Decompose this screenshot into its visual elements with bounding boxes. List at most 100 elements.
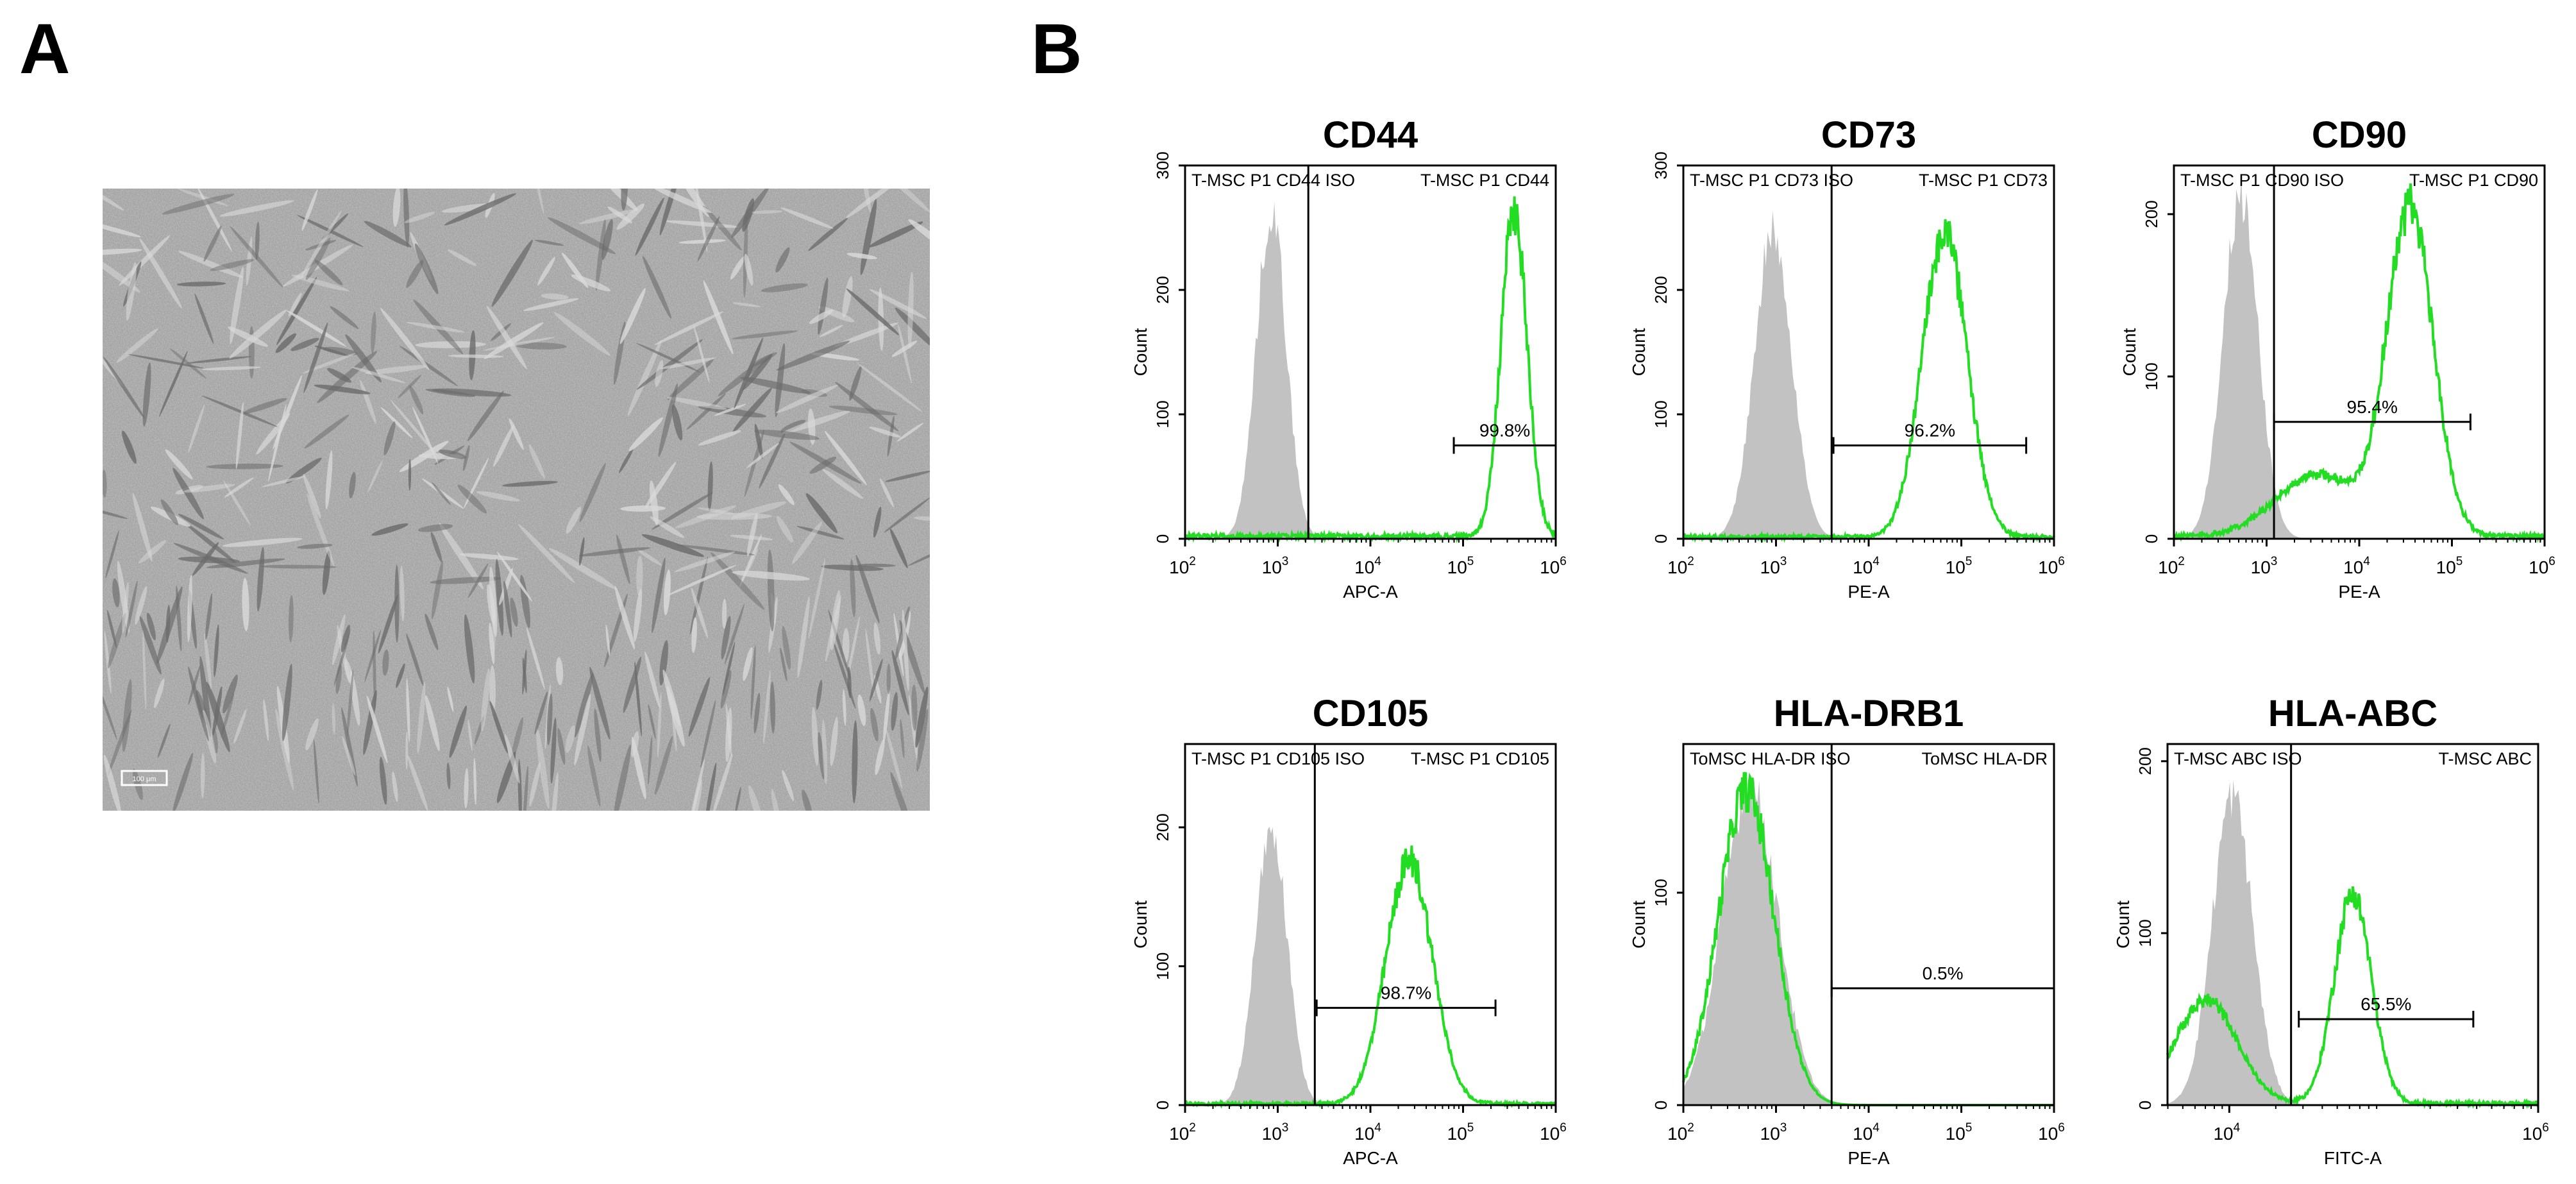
hist-cd90-xtick-label: 103 — [2251, 555, 2278, 577]
cell-shape — [301, 189, 318, 231]
cell-shape — [199, 655, 212, 738]
cell-shape — [367, 460, 383, 493]
cell-shape — [233, 709, 247, 744]
hist-cd44-xtick-label: 106 — [1540, 555, 1567, 577]
cell-shape — [122, 430, 137, 464]
cell-shape — [782, 626, 791, 670]
cell-shape — [732, 387, 772, 432]
cell-shape — [186, 356, 252, 364]
cell-shape — [287, 310, 346, 347]
hist-hla-abc-isotype-label: T-MSC ABC ISO — [2174, 749, 2302, 768]
cell-shape — [776, 516, 793, 543]
hist-cd73-ytick-label: 0 — [1651, 534, 1671, 543]
cell-shape — [655, 736, 673, 795]
cell-shape — [691, 617, 697, 653]
cell-shape — [229, 309, 287, 359]
cell-shape — [221, 693, 235, 738]
cell-shape — [235, 402, 244, 469]
hist-cd105: CD105 T-MSC P1 CD105 ISO T-MSC P1 CD105 98.… — [1131, 693, 1567, 1168]
cell-shape — [528, 444, 545, 479]
scale-bar-label: 100 μm — [133, 775, 156, 783]
hist-hla-drb1-xlabel: PE-A — [1848, 1148, 1890, 1168]
cell-shape — [732, 570, 810, 581]
cell-shape — [268, 403, 287, 482]
hist-hla-drb1-isotype-histogram — [1683, 777, 2054, 1105]
hist-hla-drb1-xtick-label: 102 — [1667, 1121, 1694, 1144]
cell-shape — [459, 553, 519, 561]
cell-shape — [914, 516, 930, 521]
cell-shape — [579, 462, 606, 523]
cell-shape — [631, 736, 646, 800]
cell-shape — [108, 613, 126, 669]
cell-shape — [169, 348, 206, 379]
cell-shape — [342, 736, 356, 776]
cell-shape — [647, 736, 653, 785]
hist-cd90-stained-histogram — [2173, 183, 2546, 543]
cell-shape — [176, 282, 226, 287]
cell-shape — [275, 709, 294, 790]
hist-hla-drb1: HLA-DRB1 ToMSC HLA-DR ISO ToMSC HLA-DR 0.5%… — [1629, 693, 2065, 1168]
cell-shape — [489, 700, 509, 754]
hist-hla-abc-stained-histogram — [2166, 886, 2539, 1110]
cell-shape — [829, 405, 898, 416]
hist-hla-abc-gate-percent: 65.5% — [2361, 994, 2411, 1014]
cell-shape — [425, 695, 440, 751]
cell-shape — [850, 559, 856, 618]
cell-shape — [467, 391, 504, 441]
cell-shape — [205, 593, 213, 640]
cell-shape — [408, 459, 412, 491]
cell-shape — [447, 249, 477, 266]
cell-shape — [846, 288, 900, 335]
cell-shape — [759, 432, 786, 489]
cell-shape — [341, 625, 350, 653]
hist-cd105-ylabel: Count — [1131, 901, 1150, 949]
cell-shape — [371, 312, 376, 354]
cell-shape — [212, 686, 223, 736]
cell-shape — [290, 337, 319, 351]
cell-shape — [406, 633, 424, 686]
cell-shape — [842, 276, 853, 318]
cell-shape — [614, 586, 636, 650]
cell-shape — [363, 690, 377, 755]
hist-hla-drb1-ytick-label: 100 — [1651, 879, 1671, 906]
cell-shape — [425, 613, 439, 650]
cell-shape — [797, 596, 810, 679]
hist-cd105-xtick-label: 106 — [1540, 1121, 1567, 1144]
cell-shape — [633, 588, 643, 642]
cell-shape — [671, 698, 677, 752]
hist-hla-abc-ytick-label: 200 — [2135, 747, 2155, 775]
cell-shape — [890, 772, 914, 811]
cell-shape — [883, 689, 890, 743]
cell-shape — [439, 449, 466, 459]
cell-shape — [657, 692, 662, 758]
hist-cd73-isotype-label: T-MSC P1 CD73 ISO — [1690, 171, 1853, 190]
cell-shape — [228, 326, 269, 347]
cell-shape — [718, 353, 773, 396]
cell-shape — [330, 306, 359, 329]
cell-shape — [595, 218, 606, 291]
cell-shape — [616, 534, 630, 584]
cell-shape — [103, 754, 122, 811]
cell-shape — [886, 729, 903, 790]
hist-cd105-isotype-histogram — [1185, 826, 1556, 1105]
cell-shape — [662, 669, 680, 727]
cell-shape — [667, 396, 727, 410]
cell-shape — [379, 757, 387, 805]
cell-shape — [146, 613, 156, 641]
hist-cd105-title: CD105 — [1313, 693, 1429, 734]
cell-shape — [842, 689, 846, 726]
cell-shape — [432, 388, 512, 397]
cell-shape — [335, 664, 342, 695]
cell-shape — [782, 410, 850, 434]
cell-shape — [546, 693, 553, 745]
cell-shape — [504, 734, 520, 784]
hist-cd73: CD73 T-MSC P1 CD73 ISO T-MSC P1 CD73 96.2% 0… — [1629, 114, 2065, 602]
cell-shape — [782, 770, 795, 802]
hist-hla-drb1-isotype-label: ToMSC HLA-DR ISO — [1690, 749, 1851, 768]
cell-shape — [202, 710, 217, 764]
cell-shape — [406, 678, 410, 743]
cell-shape — [299, 210, 342, 279]
cell-shape — [802, 790, 812, 811]
cell-shape — [489, 622, 495, 664]
cell-shape — [566, 507, 582, 534]
